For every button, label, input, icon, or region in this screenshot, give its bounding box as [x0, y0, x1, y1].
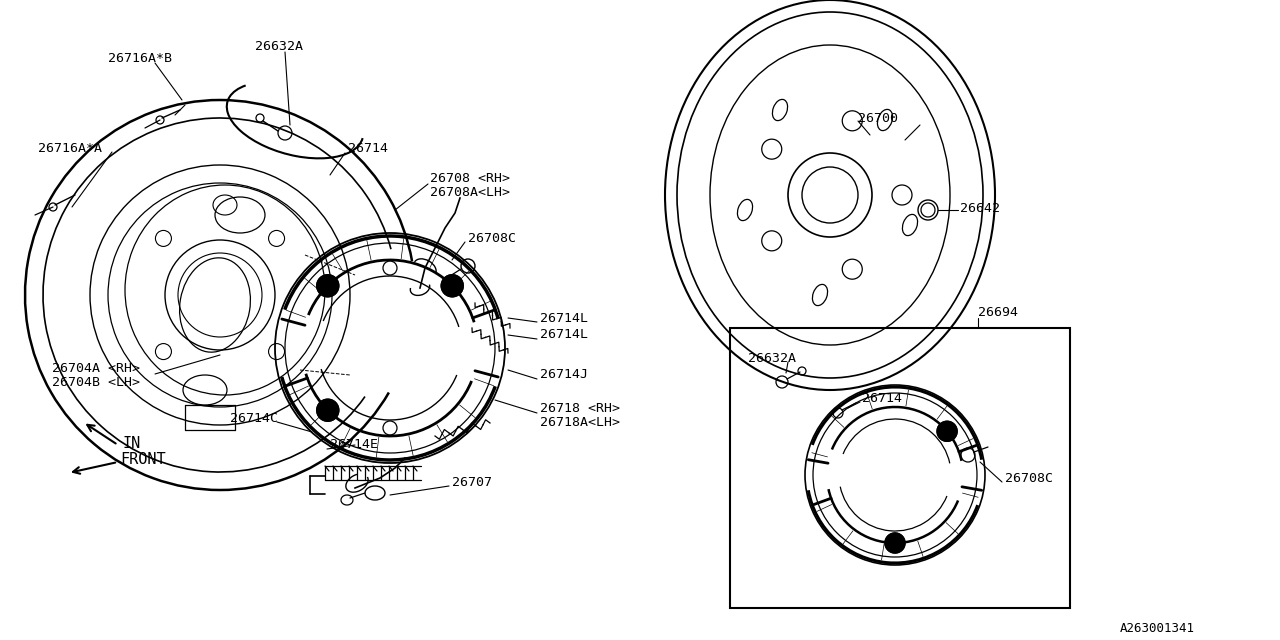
Text: 26642: 26642 — [960, 202, 1000, 214]
Text: 26694: 26694 — [978, 305, 1018, 319]
Text: A263001341: A263001341 — [1120, 621, 1196, 634]
Circle shape — [884, 533, 905, 553]
Text: FRONT: FRONT — [120, 452, 165, 467]
Text: 26632A: 26632A — [255, 40, 303, 54]
Text: 26714J: 26714J — [540, 369, 588, 381]
Text: 26714E: 26714E — [330, 438, 378, 451]
Text: 26716A*A: 26716A*A — [38, 141, 102, 154]
Text: 26707: 26707 — [452, 476, 492, 488]
Text: 26714C: 26714C — [230, 412, 278, 424]
Text: 26718 <RH>: 26718 <RH> — [540, 401, 620, 415]
Text: 1: 1 — [943, 426, 951, 436]
Circle shape — [316, 399, 339, 421]
Text: 26716A*B: 26716A*B — [108, 51, 172, 65]
Text: 26718A<LH>: 26718A<LH> — [540, 417, 620, 429]
Text: 1: 1 — [324, 405, 332, 415]
Text: 1: 1 — [324, 281, 332, 291]
Text: 26714L: 26714L — [540, 312, 588, 324]
Text: 26632A: 26632A — [748, 351, 796, 365]
Text: 26704B <LH>: 26704B <LH> — [52, 376, 140, 390]
Circle shape — [316, 275, 339, 297]
Text: 26708C: 26708C — [468, 232, 516, 244]
Text: 1: 1 — [449, 281, 456, 291]
Text: 26714: 26714 — [348, 141, 388, 154]
Bar — [730, 328, 1070, 608]
Circle shape — [937, 421, 957, 442]
Circle shape — [442, 275, 463, 297]
Text: 26708A<LH>: 26708A<LH> — [430, 186, 509, 200]
Text: 26708C: 26708C — [1005, 472, 1053, 484]
Text: 26714: 26714 — [861, 392, 902, 404]
Text: IN: IN — [122, 435, 141, 451]
Text: 26714L: 26714L — [540, 328, 588, 342]
Text: 26708 <RH>: 26708 <RH> — [430, 172, 509, 184]
Text: 1: 1 — [892, 538, 899, 548]
Text: 26700: 26700 — [858, 111, 899, 125]
Text: 26704A <RH>: 26704A <RH> — [52, 362, 140, 374]
